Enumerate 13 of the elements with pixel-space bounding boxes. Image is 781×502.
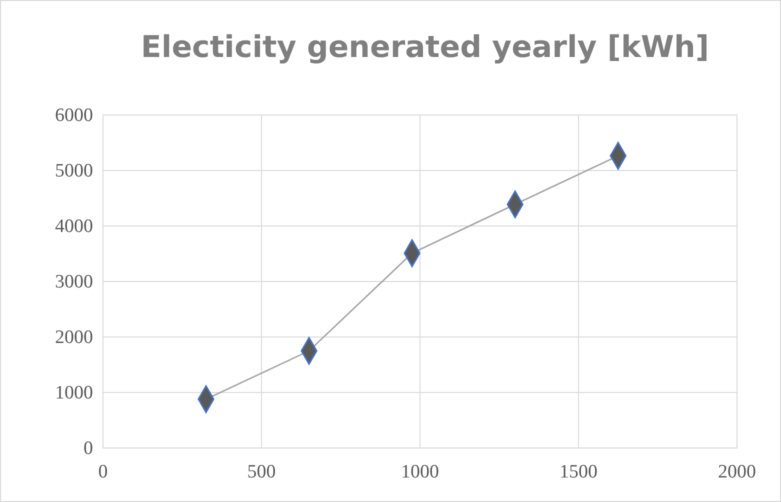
chart-title: Electicity generated yearly [kWh] bbox=[140, 30, 710, 65]
y-tick-label: 3000 bbox=[55, 272, 93, 293]
x-tick-label: 2000 bbox=[718, 461, 756, 482]
x-tick-label: 1500 bbox=[560, 461, 598, 482]
y-tick-label: 6000 bbox=[55, 105, 93, 126]
y-tick-label: 4000 bbox=[55, 216, 93, 238]
x-tick-label: 1000 bbox=[401, 461, 439, 482]
y-tick-label: 1000 bbox=[55, 382, 93, 404]
y-tick-label: 5000 bbox=[55, 160, 93, 182]
x-tick-label: 500 bbox=[247, 461, 276, 482]
y-tick-label: 2000 bbox=[55, 327, 93, 348]
x-tick-label: 0 bbox=[98, 461, 108, 482]
y-tick-label: 0 bbox=[84, 438, 93, 460]
